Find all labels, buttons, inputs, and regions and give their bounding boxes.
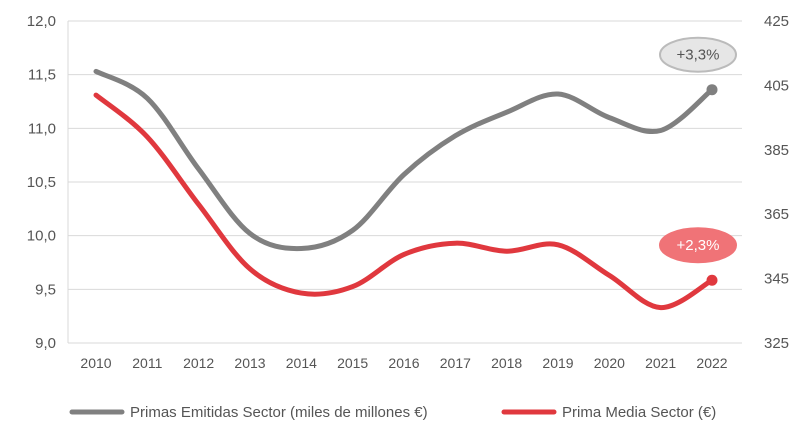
- annotation-label: +3,3%: [677, 47, 720, 64]
- right-axis-ticks: 425 405 385 365 345 325: [764, 13, 789, 352]
- x-tick-label: 2016: [388, 355, 419, 371]
- legend-label-0: Primas Emitidas Sector (miles de millone…: [130, 404, 428, 421]
- x-tick-label: 2011: [132, 355, 162, 371]
- left-tick-label: 10,5: [27, 174, 56, 191]
- grid-lines: [67, 20, 742, 344]
- legend-label-1: Prima Media Sector (€): [562, 404, 716, 421]
- x-tick-label: 2013: [234, 355, 265, 371]
- x-tick-label: 2018: [491, 355, 522, 371]
- series-line-0: [93, 68, 715, 252]
- x-tick-label: 2014: [286, 355, 317, 371]
- x-tick-label: 2015: [337, 355, 368, 371]
- left-axis-ticks: 12,0 11,5 11,0 10,5 10,0 9,5 9,0: [27, 13, 56, 352]
- x-tick-label: 2017: [440, 355, 471, 371]
- left-tick-label: 12,0: [27, 13, 56, 30]
- right-tick-label: 365: [764, 206, 789, 223]
- series-line-1: [93, 92, 715, 311]
- left-tick-label: 9,5: [35, 281, 56, 298]
- right-tick-label: 385: [764, 142, 789, 159]
- series-end-point-0: [706, 84, 718, 96]
- annotation-label: +2,3%: [677, 237, 720, 254]
- x-tick-label: 2010: [80, 355, 111, 371]
- x-tick-label: 2022: [696, 355, 727, 371]
- series-end-point-1: [706, 274, 718, 286]
- right-tick-label: 325: [764, 335, 789, 352]
- right-tick-label: 345: [764, 271, 789, 288]
- left-tick-label: 10,0: [27, 228, 56, 245]
- x-tick-label: 2019: [542, 355, 573, 371]
- legend: Primas Emitidas Sector (miles de millone…: [69, 404, 716, 421]
- x-tick-label: 2021: [645, 355, 676, 371]
- right-tick-label: 425: [764, 13, 789, 30]
- annotation-bubble: [659, 227, 737, 264]
- annotations: +3,3% +2,3%: [659, 36, 737, 264]
- x-tick-label: 2020: [594, 355, 625, 371]
- x-axis-ticks: 2010 2011 2012 2013 2014 2015 2016 2017 2018 2019…: [80, 355, 727, 371]
- right-tick-label: 405: [764, 77, 789, 94]
- annotation-bubble: [659, 36, 737, 73]
- x-tick-label: 2012: [183, 355, 214, 371]
- left-tick-label: 9,0: [35, 335, 56, 352]
- left-tick-label: 11,0: [28, 120, 56, 137]
- series-lines: [93, 68, 718, 311]
- left-tick-label: 11,5: [28, 67, 56, 84]
